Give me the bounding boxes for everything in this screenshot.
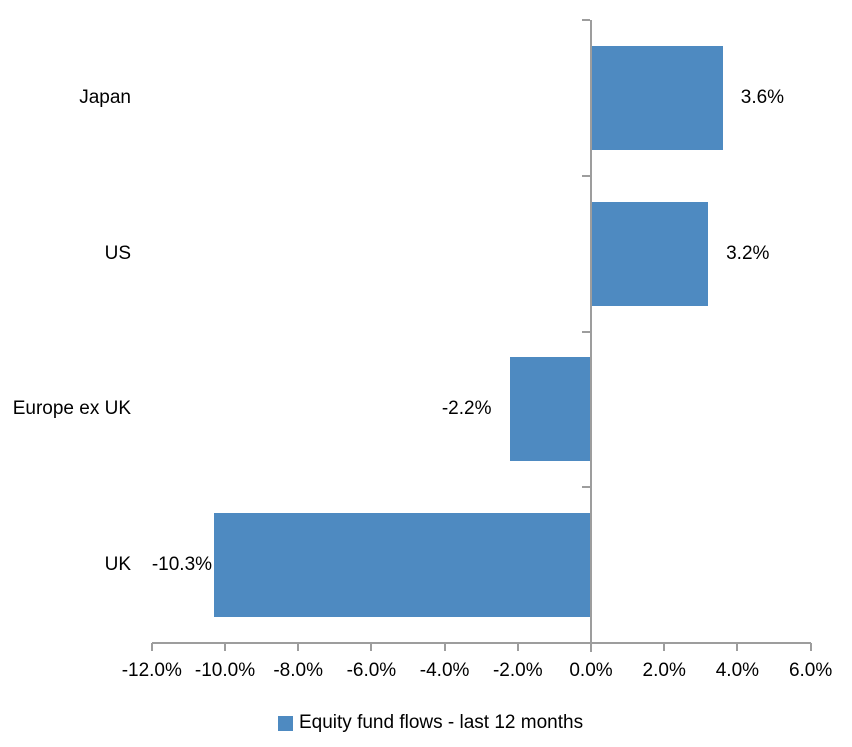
bar-value-label: -10.3%	[151, 554, 213, 576]
category-label: US	[104, 242, 131, 264]
x-axis-tick-label: -4.0%	[419, 660, 470, 681]
category-label: UK	[104, 554, 131, 576]
x-axis-tick-label: -6.0%	[346, 660, 397, 681]
x-axis-tick	[443, 643, 446, 651]
x-axis-tick	[736, 643, 739, 651]
category-label: Europe ex UK	[12, 398, 131, 420]
category-axis-tick	[582, 486, 590, 489]
y-axis-line	[590, 20, 592, 652]
x-axis-tick	[590, 643, 592, 651]
x-axis-tick-label: -10.0%	[194, 660, 256, 681]
category-axis-tick	[582, 642, 590, 644]
x-axis-tick-label: 0.0%	[569, 660, 613, 681]
x-axis-tick	[663, 643, 666, 651]
x-axis-tick-label: 2.0%	[642, 660, 686, 681]
x-axis-tick	[224, 643, 226, 651]
category-axis-tick	[582, 174, 590, 177]
x-axis-tick-label: -12.0%	[121, 660, 182, 681]
category-axis-tick	[582, 330, 590, 333]
bar-japan	[591, 45, 723, 150]
legend-label: Equity fund flows - last 12 months	[299, 712, 584, 733]
category-axis-tick	[582, 19, 590, 21]
x-axis-tick	[150, 643, 153, 651]
x-axis-tick	[516, 643, 519, 651]
bar-europe-ex-uk	[510, 357, 591, 462]
legend-marker-icon	[278, 715, 293, 731]
bar-uk	[214, 513, 591, 618]
x-axis-tick	[297, 643, 300, 651]
x-axis-tick-label: 6.0%	[788, 660, 833, 681]
bar-us	[591, 201, 709, 306]
x-axis-tick-label: -8.0%	[273, 660, 323, 681]
category-label: Japan	[79, 86, 131, 108]
x-axis-tick-label: 4.0%	[715, 660, 760, 681]
bar-value-label: -2.2%	[441, 398, 492, 420]
bar-value-label: 3.2%	[726, 242, 770, 264]
x-axis-tick	[809, 643, 812, 651]
x-axis-line	[151, 642, 811, 644]
legend: Equity fund flows - last 12 months	[278, 711, 583, 735]
x-axis-tick	[370, 643, 373, 651]
bar-value-label: 3.6%	[740, 86, 785, 108]
x-axis-tick-label: -2.0%	[492, 660, 543, 681]
